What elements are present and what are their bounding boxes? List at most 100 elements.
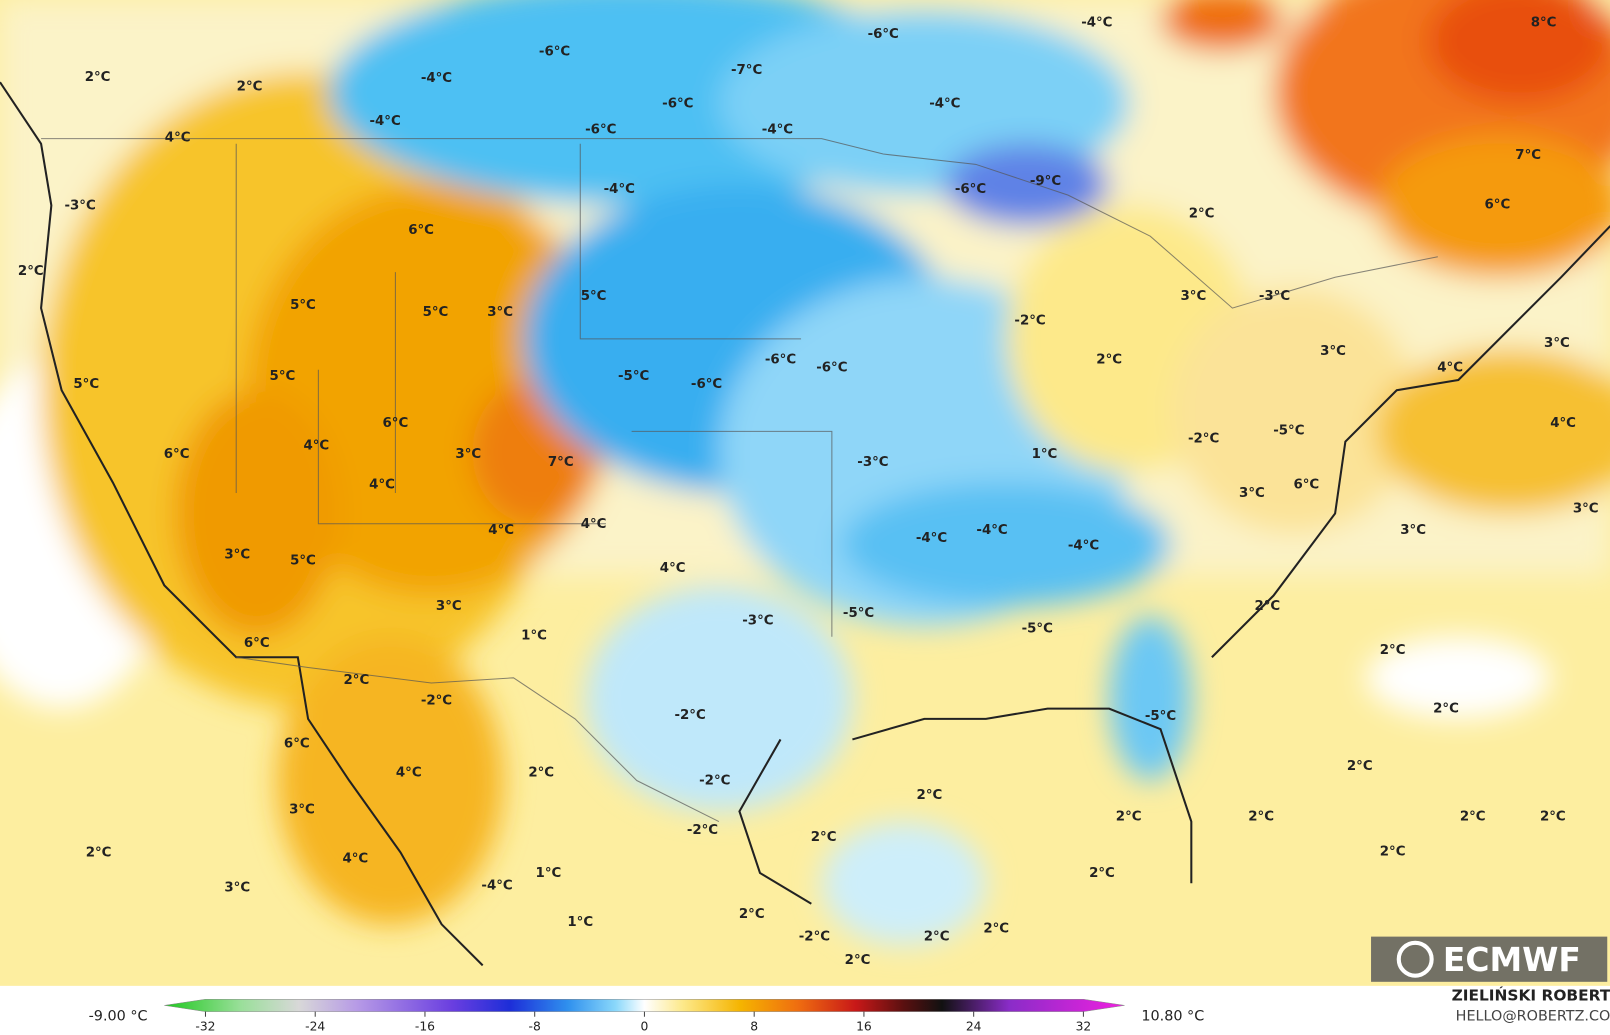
map-label: 3°C	[1320, 344, 1346, 359]
map-label: 4°C	[660, 561, 686, 576]
map-label: 8°C	[1531, 16, 1557, 31]
map-label: 3°C	[224, 880, 250, 895]
map-label: -4°C	[604, 182, 635, 197]
map-label: 4°C	[581, 517, 607, 532]
map-label: 5°C	[290, 554, 316, 569]
map-label: 6°C	[244, 636, 270, 651]
map-label: -6°C	[691, 377, 722, 392]
map-label: -6°C	[662, 97, 693, 112]
map-label: 2°C	[811, 830, 837, 845]
map-label: 2°C	[917, 788, 943, 803]
map-label: -3°C	[1259, 289, 1290, 304]
map-label: -6°C	[585, 122, 616, 137]
borders	[41, 138, 1438, 823]
map-label: -2°C	[1014, 313, 1045, 328]
map-label: -5°C	[1145, 709, 1176, 724]
map-label: -2°C	[1188, 432, 1219, 447]
map-label: 5°C	[270, 369, 296, 384]
credit-email: HELLO@ROBERTZ.CO	[1456, 1009, 1610, 1025]
map-label: -6°C	[765, 352, 796, 367]
colorbar-tick-label: 24	[966, 1020, 982, 1034]
credit-name: ZIELIŃSKI ROBERT	[1452, 986, 1610, 1005]
map-label: -4°C	[1081, 16, 1112, 31]
map-label: 5°C	[73, 377, 99, 392]
map-label: -5°C	[1273, 423, 1304, 438]
map-label: 1°C	[1032, 447, 1058, 462]
map-label: 4°C	[303, 439, 329, 454]
colorbar-tick-label: 16	[856, 1020, 872, 1034]
map-label: 3°C	[436, 599, 462, 614]
map-label: 4°C	[1437, 361, 1463, 376]
map-label: -5°C	[1022, 622, 1053, 637]
map-label: 4°C	[165, 131, 191, 146]
map-label: 6°C	[1484, 197, 1510, 212]
map-label: 1°C	[536, 866, 562, 881]
map-label: 2°C	[1540, 809, 1566, 824]
map-label: 2°C	[1248, 809, 1274, 824]
map-label: -3°C	[64, 198, 95, 213]
map-label: -5°C	[843, 606, 874, 621]
map-label: 2°C	[237, 79, 263, 94]
map-label: 2°C	[86, 845, 112, 860]
map-label: 2°C	[1433, 702, 1459, 717]
map-label: -2°C	[421, 693, 452, 708]
map-label: -4°C	[762, 122, 793, 137]
map-label: 2°C	[845, 953, 871, 968]
coastlines	[0, 81, 1610, 967]
map-label: 2°C	[1380, 844, 1406, 859]
colorbar	[164, 999, 1125, 1012]
map-label: 6°C	[164, 447, 190, 462]
map-label: 2°C	[924, 930, 950, 945]
map-label: 5°C	[290, 298, 316, 313]
map-label: 3°C	[1239, 486, 1265, 501]
map-label: 3°C	[1180, 289, 1206, 304]
map-label: -3°C	[742, 613, 773, 628]
map-label: 2°C	[85, 70, 111, 85]
map-labels: 2°C 2°C 4°C -6°C -4°C -4°C -6°C -7°C -6°C -6°C -4°…	[18, 16, 1599, 969]
colorbar-tick-label: -8	[529, 1020, 541, 1034]
map-label: 2°C	[1116, 809, 1142, 824]
map-label: 3°C	[487, 305, 513, 320]
map-label: 6°C	[1293, 478, 1319, 493]
map-label: -2°C	[699, 774, 730, 789]
map-label: 2°C	[528, 765, 554, 780]
map-label: -4°C	[481, 878, 512, 893]
map-label: 2°C	[1380, 643, 1406, 658]
map-label: -3°C	[857, 455, 888, 470]
map-label: 2°C	[1460, 809, 1486, 824]
map-label: -2°C	[799, 930, 830, 945]
map-label: 7°C	[548, 455, 574, 470]
map-label: -2°C	[674, 708, 705, 723]
map-label: -6°C	[868, 27, 899, 42]
map-label: -9°C	[1030, 174, 1061, 189]
map-label: -4°C	[421, 71, 452, 86]
map-label: 2°C	[739, 907, 765, 922]
colorbar-tick-label: 32	[1076, 1020, 1092, 1034]
map-label: -4°C	[976, 523, 1007, 538]
map-label: -2°C	[687, 823, 718, 838]
map-label: 3°C	[1544, 336, 1570, 351]
anomaly-field	[0, 0, 1610, 945]
map-label: 2°C	[1096, 352, 1122, 367]
map-label: 6°C	[383, 416, 409, 431]
map-label: 3°C	[1573, 501, 1599, 516]
colorbar-min: -9.00 °C	[89, 1009, 148, 1025]
map-label: -4°C	[929, 97, 960, 112]
map-label: 6°C	[284, 737, 310, 752]
colorbar-tick-label: -16	[415, 1020, 435, 1034]
map-label: -4°C	[369, 114, 400, 129]
map-label: 2°C	[1254, 599, 1280, 614]
colorbar-tick-label: -24	[305, 1020, 325, 1034]
map-label: 4°C	[369, 478, 395, 493]
map-label: -5°C	[618, 369, 649, 384]
map-label: 4°C	[396, 765, 422, 780]
map-label: 3°C	[224, 548, 250, 563]
colorbar-tick-label: 0	[641, 1020, 649, 1034]
map-label: 1°C	[567, 915, 593, 930]
map-label: 1°C	[521, 629, 547, 644]
map-label: 6°C	[408, 223, 434, 238]
map-label: 2°C	[983, 921, 1009, 936]
map-label: -6°C	[816, 361, 847, 376]
